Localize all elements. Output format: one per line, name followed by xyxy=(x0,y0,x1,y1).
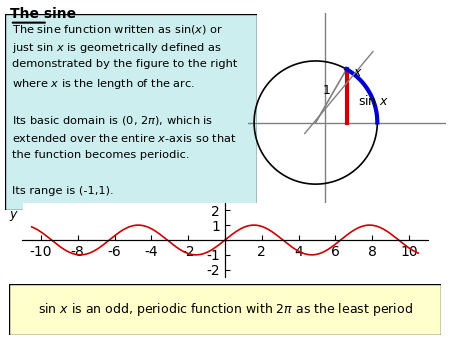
Text: just sin $x$ is geometrically defined as: just sin $x$ is geometrically defined as xyxy=(12,41,222,55)
Text: sin $x$: sin $x$ xyxy=(357,94,389,108)
Text: sin $x$ is an odd, periodic function with $2\pi$ as the least period: sin $x$ is an odd, periodic function wit… xyxy=(37,301,413,318)
Text: $x$: $x$ xyxy=(220,303,230,316)
Text: $x$: $x$ xyxy=(353,66,363,79)
FancyBboxPatch shape xyxy=(4,14,256,210)
Text: where $x$ is the length of the arc.: where $x$ is the length of the arc. xyxy=(12,77,195,92)
Text: Its basic domain is (0, 2$\pi$), which is: Its basic domain is (0, 2$\pi$), which i… xyxy=(12,114,213,126)
FancyBboxPatch shape xyxy=(9,284,441,335)
Text: The sine function written as sin($x$) or: The sine function written as sin($x$) or xyxy=(12,23,224,36)
Text: the function becomes periodic.: the function becomes periodic. xyxy=(12,150,189,160)
Text: The sine: The sine xyxy=(10,6,76,21)
Text: demonstrated by the figure to the right: demonstrated by the figure to the right xyxy=(12,59,238,69)
Text: Its range is (-1,1).: Its range is (-1,1). xyxy=(12,186,114,196)
Text: 1: 1 xyxy=(322,84,330,97)
Text: $y$: $y$ xyxy=(9,209,18,223)
Text: extended over the entire $x$-axis so that: extended over the entire $x$-axis so tha… xyxy=(12,131,236,144)
